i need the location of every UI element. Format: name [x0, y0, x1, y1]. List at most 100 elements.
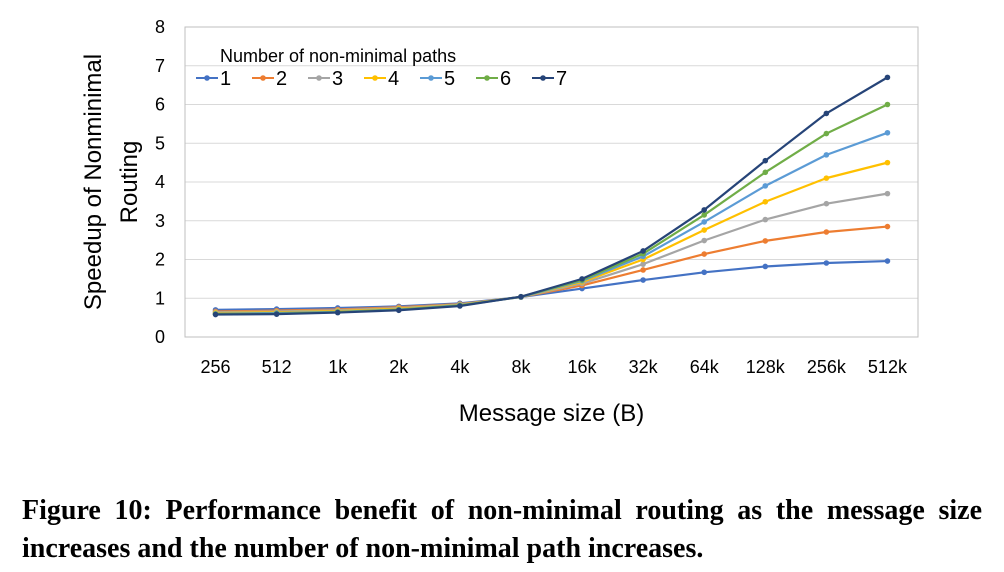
y-axis-label-line-2: Routing [116, 141, 143, 224]
legend-label: 4 [388, 68, 399, 90]
legend-marker [540, 75, 546, 81]
data-point [823, 130, 830, 137]
legend-item-5: 5 [420, 68, 455, 90]
data-point [701, 227, 708, 233]
y-tick-label: 8 [155, 17, 165, 37]
data-point [823, 152, 830, 158]
legend-item-6: 6 [476, 68, 511, 90]
legend-marker [316, 75, 322, 81]
data-point [884, 258, 891, 264]
figure-caption: Figure 10: Performance benefit of non-mi… [22, 492, 982, 568]
data-point [762, 238, 769, 244]
x-tick-label: 256 [201, 357, 231, 377]
x-tick-label: 512k [868, 357, 908, 377]
data-point [823, 175, 830, 181]
series-7 [212, 74, 891, 318]
data-point [884, 101, 891, 108]
caption-label: Figure 10: [22, 495, 152, 526]
data-point [823, 200, 830, 207]
series-line [215, 103, 888, 316]
x-axis-ticks: 256 512 1k 2k 4k 8k 16k 32k 64k 128k 256k 512k [201, 357, 908, 377]
legend-label: 7 [556, 68, 567, 90]
legend-item-2: 2 [252, 68, 287, 90]
data-point [334, 309, 341, 316]
legend-label: 1 [220, 68, 231, 90]
data-point [762, 263, 769, 270]
series-2 [212, 223, 891, 315]
x-tick-label: 32k [629, 357, 659, 377]
x-tick-label: 4k [450, 357, 470, 377]
data-point [579, 276, 585, 282]
data-point [640, 267, 646, 273]
x-tick-label: 2k [389, 357, 409, 377]
legend-label: 2 [276, 68, 287, 90]
data-point [884, 129, 891, 136]
data-point [701, 251, 708, 257]
data-point [640, 277, 646, 283]
data-point [884, 159, 891, 166]
x-tick-label: 16k [568, 357, 598, 377]
y-tick-label: 2 [155, 250, 165, 270]
data-point [701, 212, 708, 218]
legend-item-4: 4 [364, 68, 399, 90]
data-point [701, 237, 708, 244]
y-tick-label: 4 [155, 172, 165, 192]
x-tick-label: 256k [807, 357, 847, 377]
series-line [215, 76, 889, 316]
data-point [762, 169, 769, 176]
data-point [395, 307, 402, 314]
data-point [762, 198, 769, 205]
data-point [823, 229, 830, 235]
legend-item-7: 7 [532, 68, 567, 90]
data-point [823, 260, 830, 266]
series-6 [212, 101, 891, 317]
y-tick-label: 3 [155, 211, 165, 231]
y-tick-label: 7 [155, 56, 165, 76]
data-point [701, 269, 708, 276]
legend-item-3: 3 [308, 68, 343, 90]
y-axis-ticks: 0 1 2 3 4 5 6 7 8 [155, 17, 165, 347]
legend-label: 3 [332, 68, 343, 90]
y-axis-label: Speedup of Nonminimal Routing [80, 54, 143, 310]
data-point [762, 216, 769, 223]
data-point [457, 303, 463, 309]
data-point [701, 207, 708, 213]
y-tick-label: 0 [155, 327, 165, 347]
x-tick-label: 1k [328, 357, 348, 377]
x-tick-label: 8k [511, 357, 531, 377]
data-point [884, 190, 891, 197]
data-point [823, 110, 830, 117]
data-point [884, 74, 891, 81]
legend-item-1: 1 [196, 68, 231, 90]
series-3 [212, 190, 891, 316]
data-point [273, 311, 280, 317]
y-axis-label-line-1: Speedup of Nonminimal [80, 54, 107, 310]
x-axis-label: Message size (B) [459, 400, 644, 427]
legend-title: Number of non-minimal paths [220, 46, 456, 66]
legend: 1 2 3 4 5 6 7 [196, 68, 567, 90]
x-tick-label: 512 [262, 357, 292, 377]
caption-text: Performance benefit of non-minimal routi… [22, 495, 982, 564]
y-tick-label: 1 [155, 288, 165, 308]
x-tick-label: 64k [690, 357, 720, 377]
y-tick-label: 5 [155, 133, 165, 153]
legend-marker [372, 75, 378, 81]
legend-label: 6 [500, 68, 511, 90]
data-point [212, 311, 219, 318]
data-point [762, 183, 769, 189]
legend-marker [428, 75, 434, 81]
series-1 [212, 258, 891, 313]
series-line [215, 192, 888, 314]
y-tick-label: 6 [155, 95, 165, 115]
series-lines [212, 74, 891, 318]
legend-marker [260, 75, 266, 81]
series-line [215, 259, 888, 311]
x-tick-label: 128k [746, 357, 786, 377]
plot-area-border [184, 26, 919, 338]
data-point [884, 223, 891, 230]
data-point [701, 219, 708, 225]
legend-marker [204, 75, 210, 81]
data-point [518, 293, 524, 300]
data-point [640, 248, 646, 254]
